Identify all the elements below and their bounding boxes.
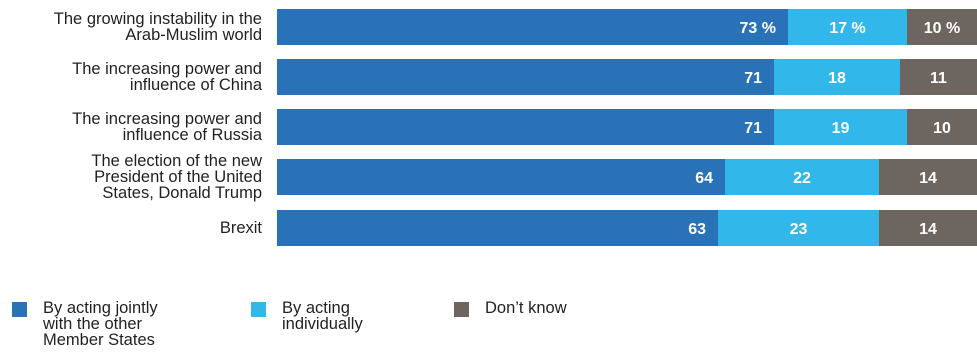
value-label-dont-know: 11 bbox=[930, 70, 947, 87]
value-label-jointly: 71 bbox=[744, 120, 762, 137]
bar-segment-jointly bbox=[277, 59, 774, 95]
value-label-jointly: 63 bbox=[688, 221, 706, 238]
bar-segment-jointly bbox=[277, 210, 718, 246]
stacked-bar-chart: The growing instability in the Arab-Musli… bbox=[54, 9, 977, 246]
legend-item-dont-know: Don’t know bbox=[454, 300, 567, 317]
legend-item-jointly: By acting jointly with the other Member … bbox=[12, 300, 158, 348]
legend-swatch-individually bbox=[251, 302, 266, 317]
value-label-individually: 18 bbox=[828, 70, 846, 87]
bar-segment-dont-know bbox=[879, 159, 977, 195]
legend: By acting jointly with the other Member … bbox=[0, 300, 977, 356]
value-label-individually: 19 bbox=[832, 120, 850, 137]
bar-segment-individually bbox=[774, 109, 907, 145]
value-label-individually: 17 % bbox=[829, 20, 865, 37]
value-label-dont-know: 10 bbox=[933, 120, 951, 137]
category-label: The increasing power and influence of Rus… bbox=[72, 110, 263, 144]
value-label-jointly: 71 bbox=[744, 70, 762, 87]
bar-segment-individually bbox=[718, 210, 879, 246]
bar-segment-dont-know bbox=[879, 210, 977, 246]
bar-segment-jointly bbox=[277, 109, 774, 145]
bar-segment-jointly bbox=[277, 9, 788, 45]
bar-segment-jointly bbox=[277, 159, 725, 195]
legend-swatch-jointly bbox=[12, 302, 27, 317]
value-label-individually: 22 bbox=[793, 170, 811, 187]
value-label-jointly: 64 bbox=[695, 170, 713, 187]
bar-segment-individually bbox=[774, 59, 900, 95]
category-label: Brexit bbox=[220, 219, 263, 237]
value-label-dont-know: 14 bbox=[919, 221, 937, 238]
legend-swatch-dont-know bbox=[454, 302, 469, 317]
bar-segment-individually bbox=[725, 159, 879, 195]
category-label: The election of the new President of the … bbox=[91, 152, 262, 202]
legend-item-individually: By acting individually bbox=[251, 300, 363, 332]
bar-segment-dont-know bbox=[907, 109, 977, 145]
value-label-individually: 23 bbox=[790, 221, 808, 238]
value-label-dont-know: 14 bbox=[919, 170, 937, 187]
category-label: The growing instability in the Arab-Musli… bbox=[54, 10, 262, 44]
legend-label-jointly: By acting jointly with the other Member … bbox=[43, 299, 158, 349]
legend-label-dont-know: Don’t know bbox=[485, 299, 567, 317]
value-label-dont-know: 10 % bbox=[924, 20, 960, 37]
bar-segment-individually bbox=[788, 9, 907, 45]
legend-label-individually: By acting individually bbox=[282, 299, 363, 333]
bar-segment-dont-know bbox=[907, 9, 977, 45]
category-label: The increasing power and influence of Chi… bbox=[72, 60, 263, 94]
value-label-jointly: 73 % bbox=[740, 20, 776, 37]
bar-segment-dont-know bbox=[900, 59, 977, 95]
